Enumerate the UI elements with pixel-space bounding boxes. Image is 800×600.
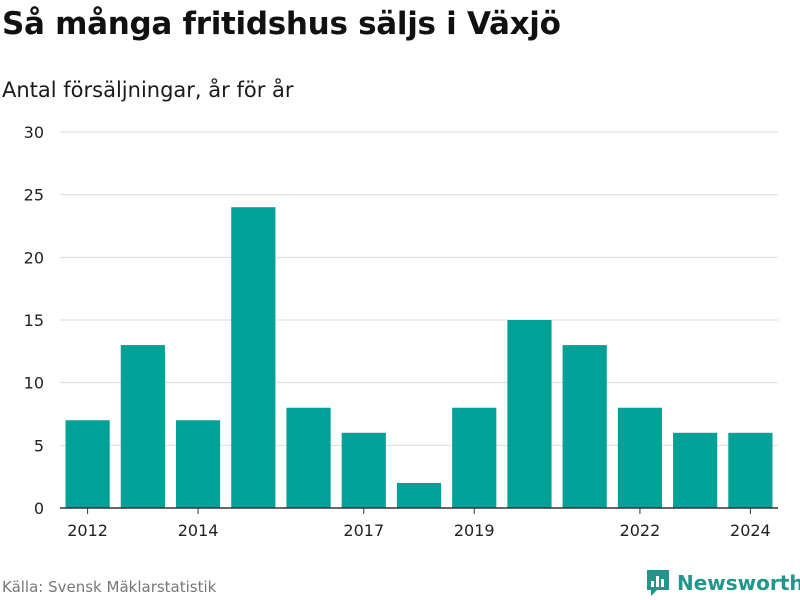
y-tick-label: 15 [24, 311, 44, 330]
bar-2014 [175, 420, 221, 508]
y-tick-label: 5 [34, 436, 44, 455]
x-tick-label: 2019 [454, 521, 495, 540]
bar-2021 [562, 345, 607, 508]
y-tick-label: 10 [24, 374, 44, 393]
y-tick-label: 25 [24, 186, 44, 205]
x-tick-label: 2017 [343, 521, 384, 540]
bar-2022 [617, 407, 663, 508]
brand-logo: Newsworthy [645, 568, 800, 598]
chart-subtitle: Antal försäljningar, år för år [2, 78, 294, 102]
bar-2023 [673, 432, 718, 508]
x-tick-label: 2012 [67, 521, 108, 540]
bar-2013 [120, 345, 165, 508]
bar-2020 [507, 320, 552, 508]
x-tick-label: 2022 [620, 521, 661, 540]
x-tick-label: 2014 [178, 521, 219, 540]
bar-2015 [231, 207, 276, 508]
y-tick-label: 30 [24, 123, 44, 142]
bar-2012 [65, 420, 110, 508]
brand-name: Newsworthy [677, 571, 800, 595]
x-tick-label: 2024 [730, 521, 771, 540]
chart-title: Så många fritidshus säljs i Växjö [2, 6, 561, 42]
bar-2016 [286, 407, 331, 508]
source-note: Källa: Svensk Mäklarstatistik [2, 578, 217, 596]
bar-chart-speech-bubble-icon [647, 570, 669, 596]
y-tick-label: 0 [34, 499, 44, 518]
bar-2024 [728, 432, 773, 508]
bar-2017 [341, 432, 386, 508]
bar-2019 [452, 407, 497, 508]
bar-chart: 0 5 10 15 20 25 30 2012 2014 2017 2019 2022 2024 [24, 123, 778, 540]
bar-2018 [396, 482, 442, 508]
y-tick-label: 20 [24, 248, 44, 267]
